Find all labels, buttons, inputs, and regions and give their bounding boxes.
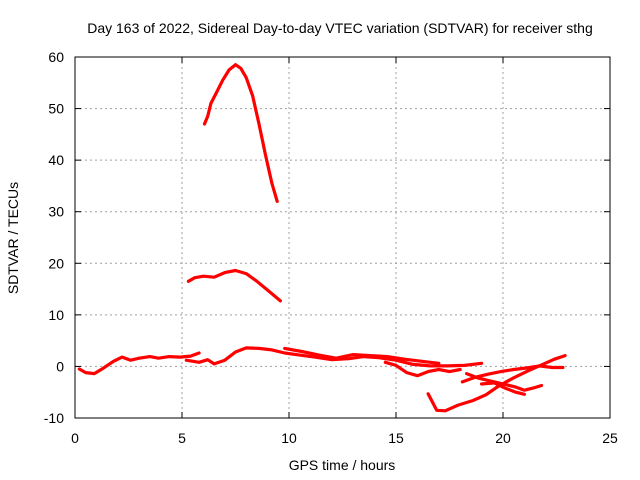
x-tick-label: 5: [178, 430, 186, 446]
x-tick-label: 20: [495, 430, 511, 446]
series-arc-day: [184, 346, 484, 368]
y-tick-label: 20: [48, 255, 64, 271]
plot-frame: [74, 56, 611, 419]
y-tick-label: 30: [48, 204, 64, 220]
series-arc-dip: [426, 354, 567, 413]
series-arc-late-c: [480, 381, 526, 396]
x-axis-label: GPS time / hours: [289, 457, 396, 473]
series-arc-late-b: [460, 364, 565, 384]
series-arc-day-upper: [283, 346, 441, 365]
y-axis-label: SDTVAR / TECUs: [5, 182, 21, 294]
y-axis: -10 0 10 20 30 40 50 60: [44, 49, 610, 426]
x-tick-label: 10: [281, 430, 297, 446]
chart-title: Day 163 of 2022, Sidereal Day-to-day VTE…: [87, 20, 593, 36]
y-tick-label: 60: [48, 49, 64, 65]
y-tick-label: 50: [48, 101, 64, 117]
series-arc-late-a: [465, 372, 544, 392]
grid: [75, 57, 610, 418]
y-tick-label: 40: [48, 152, 64, 168]
series-arc-peak-high: [202, 63, 279, 203]
x-tick-label: 15: [388, 430, 404, 446]
series-arc-evening: [383, 360, 462, 378]
y-tick-label: 0: [56, 358, 64, 374]
y-tick-label: -10: [44, 410, 64, 426]
series-group: [77, 63, 567, 413]
x-tick-label: 0: [71, 430, 79, 446]
series-arc-early: [77, 351, 201, 376]
y-tick-label: 10: [48, 307, 64, 323]
series-arc-peak-mid: [186, 268, 282, 303]
x-tick-label: 25: [602, 430, 618, 446]
x-axis: 0 5 10 15 20 25: [71, 57, 618, 446]
